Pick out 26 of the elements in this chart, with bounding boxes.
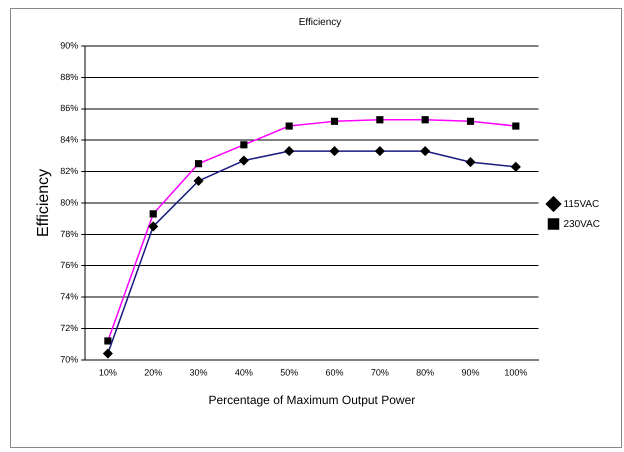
x-tick-label: 70% [370,368,389,378]
x-tick-label: 40% [234,368,253,378]
x-tick-label: 60% [326,368,344,378]
y-tick-label: 90% [60,40,78,50]
x-tick-label: 80% [416,368,434,378]
y-tick-label: 88% [60,72,78,82]
legend-label: 115VAC [563,198,600,210]
y-tick-label: 84% [60,134,78,145]
y-tick-label: 80% [60,197,78,208]
legend-label: 230VAC [563,218,600,230]
y-axis-title: Efficiency [35,168,52,237]
y-tick-label: 86% [60,103,78,114]
y-tick-label: 70% [60,354,78,364]
x-tick-label: 50% [280,368,298,378]
x-tick-label: 20% [144,368,162,378]
x-tick-label: 90% [461,368,480,378]
x-axis-title: Percentage of Maximum Output Power [208,393,416,408]
y-tick-label: 74% [60,292,78,302]
y-tick-label: 82% [60,166,78,176]
y-tick-label: 76% [60,260,78,270]
y-tick-label: 78% [60,228,78,239]
x-tick-label: 10% [98,368,117,378]
y-tick-label: 72% [60,322,78,333]
x-tick-label: 100% [504,368,528,378]
x-tick-label: 30% [190,368,208,378]
chart-title: Efficiency [298,16,342,28]
